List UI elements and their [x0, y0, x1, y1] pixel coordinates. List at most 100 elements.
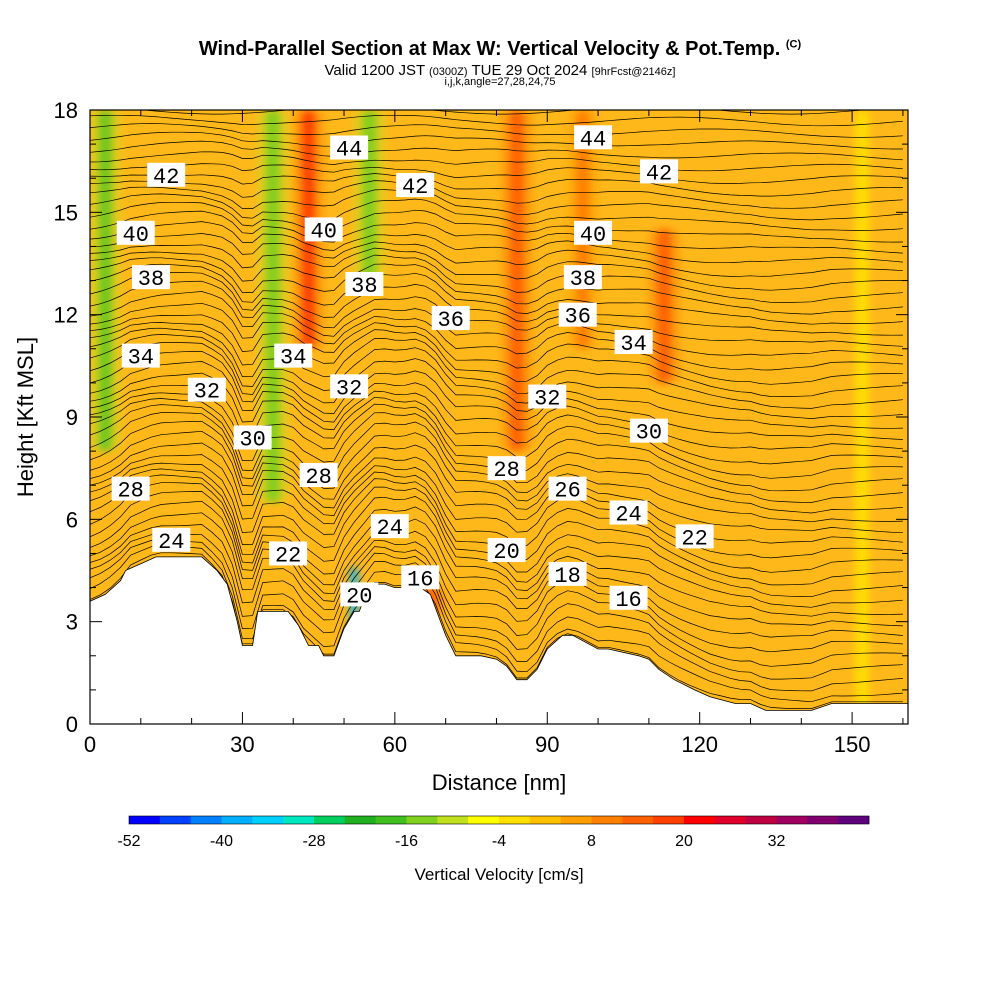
isentrope-45 — [90, 163, 903, 184]
theta-label-3: 42 — [396, 173, 435, 200]
svg-text:22: 22 — [681, 526, 707, 551]
svg-text:20: 20 — [493, 540, 519, 565]
svg-text:18: 18 — [554, 564, 580, 589]
svg-text:38: 38 — [570, 267, 596, 292]
svg-text:40: 40 — [123, 223, 149, 248]
theta-label-18: 32 — [528, 384, 567, 412]
svg-text:28: 28 — [493, 458, 519, 483]
isentrope-30 — [90, 291, 903, 356]
y-tick-label-5: 15 — [54, 200, 78, 225]
y-tick-label-1: 3 — [66, 610, 78, 635]
theta-label-8: 38 — [131, 265, 170, 292]
theta-label-21: 28 — [111, 476, 150, 504]
colorbar-swatch-19 — [714, 816, 746, 824]
svg-text:36: 36 — [565, 305, 591, 330]
svg-text:44: 44 — [580, 127, 606, 152]
colorbar-swatch-20 — [745, 816, 777, 824]
colorbar-tick-4: -4 — [492, 833, 506, 850]
x-tick-label-3: 90 — [535, 732, 559, 757]
svg-text:36: 36 — [438, 308, 464, 333]
svg-text:32: 32 — [336, 376, 362, 401]
colorbar-swatch-14 — [560, 816, 592, 824]
svg-text:40: 40 — [311, 219, 337, 244]
theta-label-34: 16 — [609, 585, 648, 613]
colorbar-swatch-16 — [622, 816, 654, 824]
theta-label-20: 30 — [629, 418, 668, 446]
colorbar-swatch-10 — [437, 816, 469, 824]
colorbar-label: Vertical Velocity [cm/s] — [414, 865, 583, 884]
colorbar-swatch-5 — [283, 816, 315, 824]
isentrope-37 — [90, 233, 903, 277]
isentrope-40 — [90, 201, 903, 243]
theta-label-17: 32 — [330, 374, 369, 401]
isentrope-44 — [90, 173, 903, 197]
colorbar-swatch-2 — [190, 816, 222, 824]
colorbar-tick-2: -28 — [302, 833, 325, 850]
isentrope-39 — [90, 210, 903, 254]
isentrope-46 — [90, 151, 903, 172]
isentrope-28 — [90, 314, 903, 385]
isentrope-41 — [90, 193, 903, 231]
isentrope-26 — [90, 327, 903, 409]
svg-text:20: 20 — [346, 584, 372, 609]
x-tick-label-0: 0 — [84, 732, 96, 757]
colorbar-swatch-13 — [529, 816, 561, 824]
theta-label-25: 24 — [152, 527, 191, 555]
isentrope-50 — [90, 114, 903, 127]
svg-text:42: 42 — [402, 175, 428, 200]
isentrope-3 — [90, 533, 903, 680]
isentrope-14 — [90, 430, 903, 544]
isentrope-5 — [90, 512, 903, 653]
theta-label-31: 20 — [487, 538, 526, 565]
svg-text:32: 32 — [534, 387, 560, 412]
colorbar-swatch-8 — [375, 816, 407, 824]
theta-label-14: 34 — [274, 343, 313, 371]
isentrope-9 — [90, 474, 903, 608]
chart-indices: i,j,k,angle=27,28,24,75 — [444, 76, 556, 88]
colorbar-swatch-23 — [838, 816, 870, 824]
svg-text:22: 22 — [275, 543, 301, 568]
w-feature-halo-0 — [90, 110, 122, 452]
theta-label-9: 38 — [345, 271, 384, 299]
isentrope-7 — [90, 491, 903, 627]
x-tick-label-2: 60 — [383, 732, 407, 757]
svg-text:30: 30 — [239, 427, 265, 452]
isentrope-12 — [90, 454, 903, 573]
isentrope-6 — [90, 500, 903, 638]
theta-label-24: 26 — [548, 476, 587, 504]
x-tick-label-5: 150 — [834, 732, 871, 757]
isentrope-34 — [90, 257, 903, 315]
isentrope-29 — [90, 302, 903, 371]
colorbar-swatch-12 — [499, 816, 531, 824]
svg-text:16: 16 — [615, 588, 641, 613]
svg-text:42: 42 — [646, 161, 672, 186]
w-feature-9 — [855, 110, 870, 711]
svg-text:16: 16 — [407, 567, 433, 592]
isentrope-35 — [90, 251, 903, 303]
svg-text:34: 34 — [280, 346, 306, 371]
svg-text:38: 38 — [138, 267, 164, 292]
isentrope-15 — [90, 420, 903, 534]
theta-label-15: 34 — [614, 329, 653, 357]
colorbar-swatch-15 — [591, 816, 623, 824]
colorbar-swatch-7 — [344, 816, 376, 824]
colorbar-swatch-1 — [159, 816, 191, 824]
isentrope-38 — [90, 221, 903, 264]
chart-subtitle: Valid 1200 JST (0300Z) TUE 29 Oct 2024 [… — [324, 62, 676, 79]
theta-label-29: 22 — [675, 524, 714, 551]
colorbar-tick-7: 32 — [768, 833, 786, 850]
colorbar-swatch-11 — [468, 816, 500, 824]
colorbar-tick-1: -40 — [210, 833, 233, 850]
theta-label-7: 40 — [573, 220, 612, 248]
theta-label-32: 18 — [548, 561, 587, 589]
isentrope-2 — [90, 538, 903, 692]
svg-text:32: 32 — [194, 380, 220, 405]
colorbar-swatch-9 — [406, 816, 438, 824]
isentrope-49 — [90, 123, 903, 138]
isentrope-4 — [90, 524, 903, 667]
isentrope-31 — [90, 280, 903, 347]
theta-label-26: 24 — [370, 514, 409, 541]
y-tick-label-3: 9 — [66, 405, 78, 430]
x-tick-label-4: 120 — [681, 732, 718, 757]
